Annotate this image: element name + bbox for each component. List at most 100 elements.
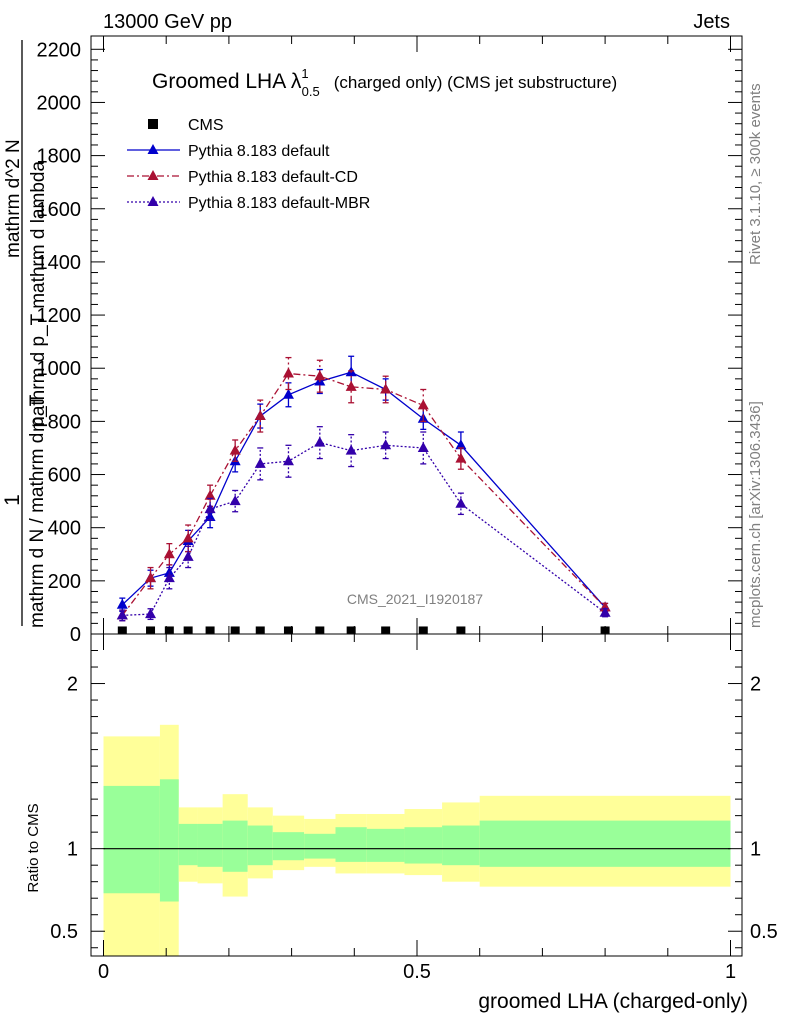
ratio-ytick-label-right: 0.5 xyxy=(750,921,778,943)
ratio-ytick-label: 2 xyxy=(67,674,78,696)
legend-item: Pythia 8.183 default-MBR xyxy=(127,195,370,212)
legend-item: Pythia 8.183 default-CD xyxy=(127,169,358,186)
mcplots-label: mcplots.cern.ch [arXiv:1306.3436] xyxy=(747,401,764,628)
x-tick-label: 0 xyxy=(98,961,109,983)
data-point xyxy=(380,439,392,450)
data-point xyxy=(345,380,357,391)
ratio-band-inner xyxy=(247,825,273,866)
watermark: CMS_2021_I1920187 xyxy=(347,591,483,607)
ratio-band-inner xyxy=(197,823,223,867)
data-point xyxy=(254,457,266,468)
ratio-band-inner xyxy=(366,828,405,862)
data-point xyxy=(417,441,429,452)
header-left: 13000 GeV pp xyxy=(103,11,232,33)
main-ytick-label: 2000 xyxy=(37,92,82,114)
main-series-group xyxy=(116,355,611,634)
legend-marker xyxy=(147,144,159,154)
data-point xyxy=(229,495,241,506)
data-point xyxy=(455,452,467,463)
data-point xyxy=(183,626,193,634)
main-ytick-label: 1200 xyxy=(37,305,82,327)
data-point xyxy=(205,626,215,634)
ratio-band-inner xyxy=(178,823,198,866)
ratio-band-inner xyxy=(222,820,248,872)
chart-title-main: Groomed LHA λ xyxy=(152,70,302,93)
legend-label: Pythia 8.183 default-MBR xyxy=(188,195,370,212)
ylabel-numerator: 1 xyxy=(1,494,24,506)
ratio-ylabel: Ratio to CMS xyxy=(25,803,42,892)
ylabel-denominator: mathrm d N / mathrm d p_T xyxy=(27,394,48,628)
ratio-ytick-label: 1 xyxy=(67,839,78,861)
series-pythia-8-183-default xyxy=(116,355,611,613)
data-point xyxy=(182,550,194,561)
ratio-frame xyxy=(90,633,743,957)
data-point xyxy=(163,572,175,583)
chart-title-sub: 0.5 xyxy=(302,84,320,99)
ratio-band-inner xyxy=(159,779,179,902)
ratio-band-inner xyxy=(442,825,480,866)
data-point xyxy=(230,626,240,634)
chart-title-sup: 1 xyxy=(301,66,308,81)
data-point xyxy=(116,598,128,609)
ratio-ytick-label-right: 1 xyxy=(750,839,761,861)
series-cms xyxy=(117,626,610,634)
data-point xyxy=(599,606,611,617)
ratio-band-inner xyxy=(272,832,305,861)
series-line xyxy=(121,371,606,608)
header-right: Jets xyxy=(693,11,730,33)
main-ytick-label: 1400 xyxy=(37,252,82,274)
data-point xyxy=(282,367,294,378)
data-point xyxy=(600,626,610,634)
main-ytick-label: 2200 xyxy=(37,39,82,61)
data-point xyxy=(282,388,294,399)
data-point xyxy=(182,532,194,543)
main-ytick-label: 400 xyxy=(48,518,81,540)
series-pythia-8-183-default-mbr xyxy=(116,426,611,622)
ratio-ytick-label: 0.5 xyxy=(50,921,78,943)
legend-label: Pythia 8.183 default-CD xyxy=(188,169,358,186)
chart-title: Groomed LHA λ1 0.5 (charged only) (CMS jet… xyxy=(152,66,617,99)
ratio-ytick-label-right: 2 xyxy=(750,674,761,696)
data-point xyxy=(254,410,266,421)
series-line xyxy=(121,372,606,616)
series-pythia-8-183-default-cd xyxy=(116,356,611,622)
ylabel-fraction-denominator: mathrm d p_T mathrm d lambda xyxy=(28,161,49,432)
data-point xyxy=(164,626,174,634)
data-point xyxy=(116,609,128,620)
ratio-band-inner xyxy=(103,785,160,894)
data-point xyxy=(455,439,467,450)
main-ytick-label: 1800 xyxy=(37,146,82,168)
ylabel-fraction-numerator: mathrm d^2 N xyxy=(3,139,24,258)
main-panel: 0 200 400 600 800 1000 1200 1400 1600 1800 2000 220… xyxy=(37,35,743,646)
legend-marker xyxy=(147,170,159,180)
data-point xyxy=(315,626,325,634)
legend-marker xyxy=(147,196,159,206)
data-point xyxy=(283,626,293,634)
series-line xyxy=(122,441,606,617)
data-point xyxy=(314,370,326,381)
data-point xyxy=(455,497,467,508)
chart-title-rest: (charged only) (CMS jet substructure) xyxy=(334,73,617,92)
data-point xyxy=(117,626,127,634)
legend: CMS Pythia 8.183 default Pythia 8.183 defa… xyxy=(127,117,370,212)
main-ytick-label: 1000 xyxy=(37,358,82,380)
data-point xyxy=(282,455,294,466)
data-point xyxy=(146,626,156,634)
legend-item: Pythia 8.183 default xyxy=(127,143,330,160)
main-ytick-label: 200 xyxy=(48,571,81,593)
y-axis-label: 1 mathrm d N / mathrm d p_T mathrm d^2 N… xyxy=(1,40,49,628)
x-tick-label: 0.5 xyxy=(403,961,431,983)
x-tick-label: 1 xyxy=(725,961,736,983)
data-point xyxy=(380,383,392,394)
data-point xyxy=(145,608,157,619)
data-point xyxy=(204,489,216,500)
data-point xyxy=(418,626,428,634)
ratio-band-inner xyxy=(479,820,731,867)
data-point xyxy=(417,399,429,410)
data-point xyxy=(255,626,265,634)
data-point xyxy=(314,436,326,447)
legend-item: CMS xyxy=(148,117,224,134)
data-point xyxy=(229,444,241,455)
ratio-panel: 0.5 0.5 1 1 2 2 0 0.5 1 xyxy=(50,633,778,983)
